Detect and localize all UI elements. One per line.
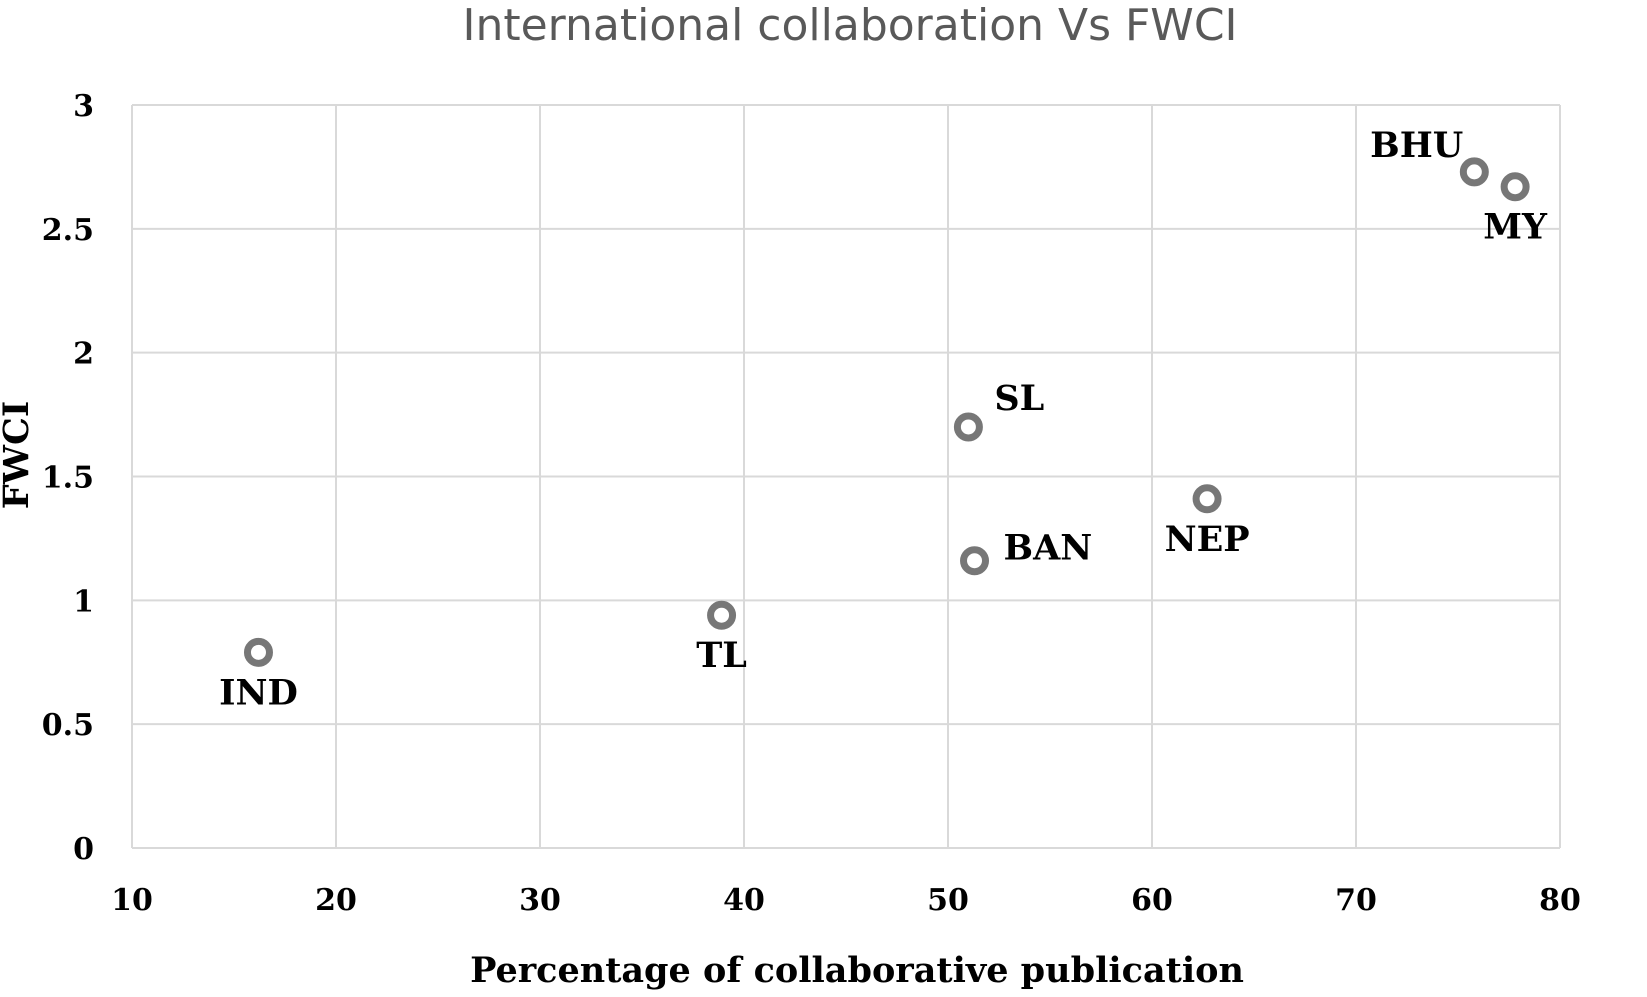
data-point-nep — [1192, 484, 1222, 514]
x-tick-label: 70 — [1335, 883, 1377, 918]
x-tick-label: 30 — [519, 883, 561, 918]
y-tick-label: 3 — [73, 89, 94, 124]
chart-title: International collaboration Vs FWCI — [462, 0, 1237, 51]
y-tick-label: 2.5 — [42, 213, 94, 248]
y-tick-label: 1 — [73, 584, 94, 619]
y-tick-label: 0 — [73, 832, 94, 867]
x-tick-label: 80 — [1539, 883, 1581, 918]
x-tick-label: 10 — [111, 883, 153, 918]
gridlines — [131, 104, 1561, 849]
data-label-ind: IND — [219, 672, 298, 713]
data-point-my — [1500, 172, 1530, 202]
data-point-ind — [243, 637, 273, 667]
x-tick-label: 20 — [315, 883, 357, 918]
data-point-group: BHU — [1370, 125, 1489, 187]
data-point-tl — [707, 600, 737, 630]
x-tick-label: 60 — [1131, 883, 1173, 918]
data-point-group: BAN — [960, 528, 1093, 576]
y-tick-label: 0.5 — [42, 708, 94, 743]
data-point-ban — [960, 546, 990, 576]
data-point-bhu — [1459, 157, 1489, 187]
data-label-nep: NEP — [1165, 519, 1250, 560]
data-point-sl — [953, 412, 983, 442]
data-label-my: MY — [1483, 207, 1548, 248]
y-tick-label: 2 — [73, 337, 94, 372]
data-point-group: TL — [696, 600, 747, 676]
data-points: IND TL SL BAN NEP BHU MY — [219, 125, 1548, 713]
x-tick-label: 40 — [723, 883, 765, 918]
data-point-group: SL — [953, 378, 1044, 442]
data-label-bhu: BHU — [1370, 125, 1463, 166]
data-label-ban: BAN — [1004, 528, 1093, 569]
data-label-tl: TL — [696, 635, 747, 676]
y-axis-ticks: 0 0.5 1 1.5 2 2.5 3 — [42, 89, 94, 867]
data-label-sl: SL — [994, 378, 1044, 419]
x-tick-label: 50 — [927, 883, 969, 918]
data-point-group: MY — [1483, 172, 1548, 248]
x-axis-label: Percentage of collaborative publication — [470, 950, 1244, 991]
data-point-group: NEP — [1165, 484, 1250, 560]
x-axis-ticks: 10 20 30 40 50 60 70 80 — [111, 883, 1581, 918]
data-point-group: IND — [219, 637, 298, 713]
y-tick-label: 1.5 — [42, 461, 94, 496]
y-axis-label: FWCI — [0, 401, 37, 509]
